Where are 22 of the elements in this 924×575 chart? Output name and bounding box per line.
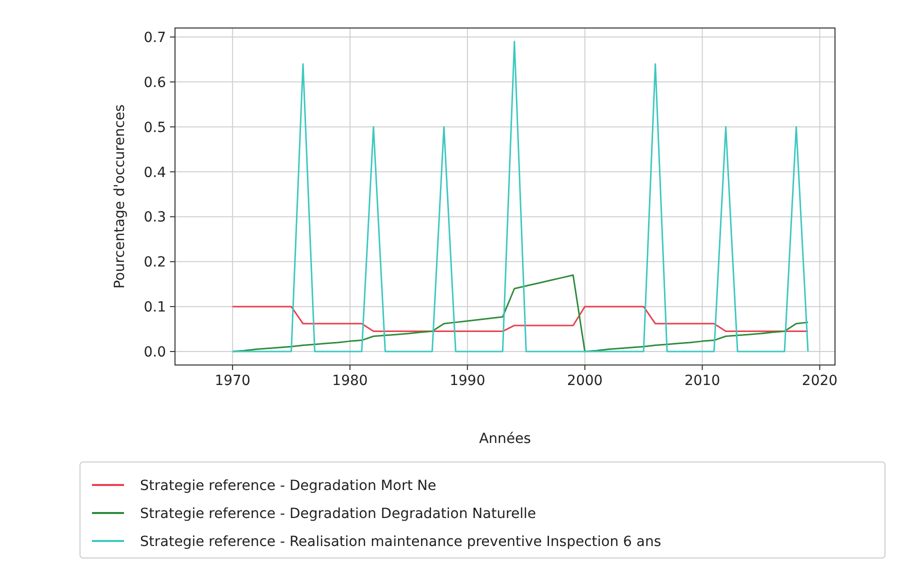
x-tick-label: 2020 bbox=[802, 373, 838, 389]
line-series bbox=[232, 40, 809, 352]
y-tick-label: 0.5 bbox=[144, 120, 166, 136]
x-tick-label: 2010 bbox=[684, 373, 720, 389]
y-tick-label: 0.3 bbox=[144, 210, 166, 226]
y-tick-label: 0.6 bbox=[144, 74, 166, 91]
x-tick-label: 1990 bbox=[450, 373, 486, 389]
y-tick-label: 0.1 bbox=[144, 300, 166, 316]
legend-label: Strategie reference - Realisation maintenance preventive Inspection 6 ans bbox=[140, 534, 662, 550]
y-tick-label: 0.4 bbox=[144, 164, 166, 181]
legend-label: Strategie reference - Degradation Degradation Naturelle bbox=[140, 506, 536, 522]
y-tick-label: 0.2 bbox=[144, 254, 166, 271]
y-tick-label: 0.7 bbox=[144, 30, 166, 46]
x-tick-label: 1980 bbox=[332, 373, 368, 389]
y-tick-label: 0.0 bbox=[144, 344, 166, 361]
x-tick-label: 2000 bbox=[567, 373, 603, 389]
line-series bbox=[232, 306, 809, 332]
legend-label: Strategie reference - Degradation Mort Ne bbox=[140, 478, 436, 494]
y-axis-title: Pourcentage d'occurences bbox=[112, 104, 128, 289]
x-axis-title: Années bbox=[479, 431, 531, 447]
line-series bbox=[232, 274, 809, 352]
x-tick-label: 1970 bbox=[214, 373, 250, 389]
